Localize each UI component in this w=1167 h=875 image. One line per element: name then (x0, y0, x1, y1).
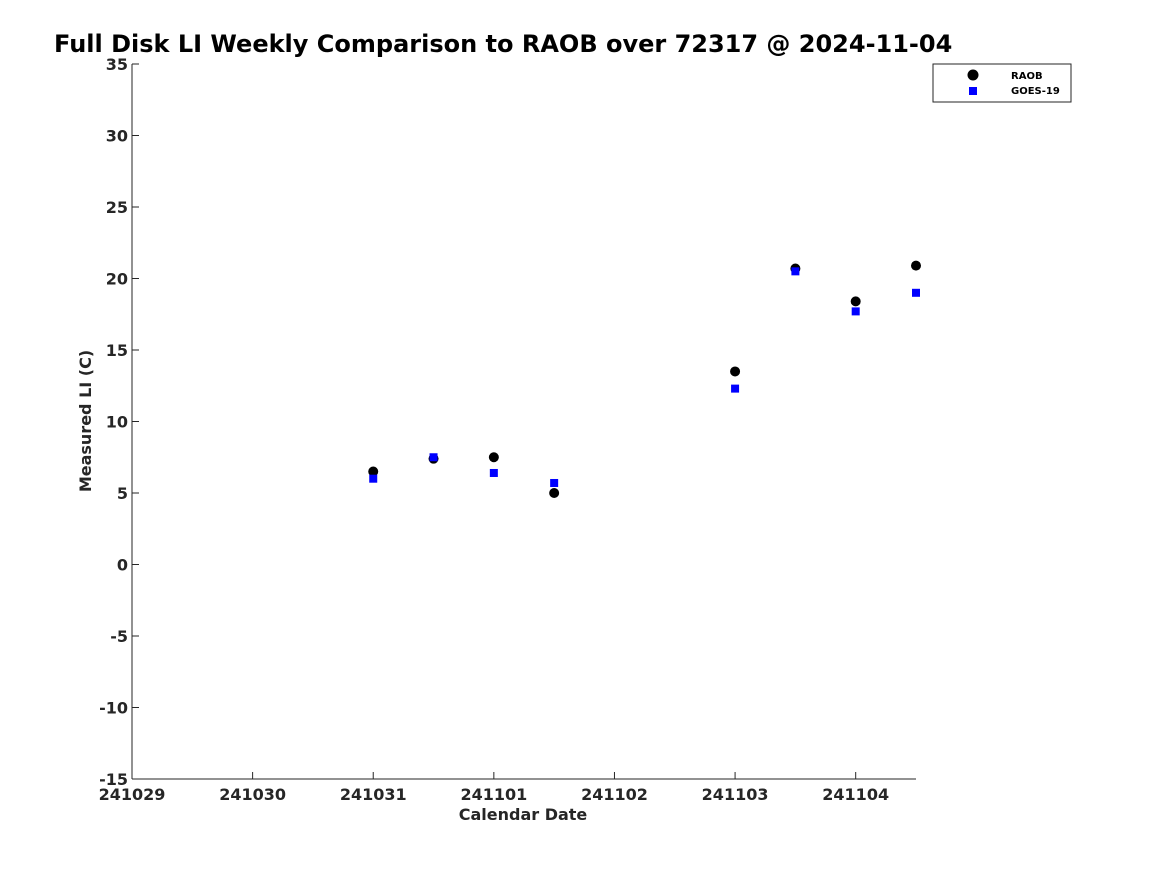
y-tick-label: 35 (106, 55, 128, 74)
y-tick-label: -5 (110, 627, 128, 646)
point-raob (368, 466, 379, 477)
x-tick-label: 241030 (219, 785, 286, 804)
x-axis-label: Calendar Date (459, 805, 588, 824)
point-goes-19 (369, 474, 378, 483)
x-tick-label: 241101 (460, 785, 527, 804)
chart-title: Full Disk LI Weekly Comparison to RAOB o… (54, 30, 952, 58)
y-tick-label: 0 (117, 556, 128, 575)
point-raob (549, 488, 560, 498)
point-goes-19 (550, 478, 559, 487)
x-tick-label: 241029 (99, 785, 166, 804)
legend-label-goes-19: GOES-19 (1011, 86, 1060, 97)
point-raob (911, 260, 921, 271)
y-axis-label: Measured LI (C) (76, 350, 95, 492)
legend-marker-raob (967, 69, 979, 81)
point-goes-19 (489, 468, 498, 477)
y-tick-label: 15 (106, 341, 128, 360)
y-tick-label: 5 (117, 484, 128, 503)
y-tick-label: 10 (106, 413, 128, 432)
legend-marker-goes-19 (969, 87, 977, 95)
point-raob (488, 452, 499, 463)
y-tick-label: 30 (106, 127, 128, 146)
point-goes-19 (912, 288, 920, 297)
legend: RAOB GOES-19 (932, 63, 1072, 103)
x-tick-label: 241031 (340, 785, 407, 804)
x-tick-label: 241104 (822, 785, 889, 804)
data-points (368, 260, 921, 498)
point-goes-19 (791, 267, 800, 276)
point-goes-19 (731, 384, 740, 393)
y-tick-label: -15 (99, 770, 128, 789)
y-tick-label: 20 (106, 270, 128, 289)
y-tick-label: -10 (99, 699, 128, 718)
x-tick-label: 241102 (581, 785, 648, 804)
legend-box (932, 63, 1072, 103)
point-raob (850, 296, 861, 307)
x-ticks: 241029 241030 241031 241101 241102 241103 2411… (99, 772, 889, 804)
x-tick-label: 241103 (702, 785, 769, 804)
y-tick-label: 25 (106, 198, 128, 217)
point-goes-19 (851, 307, 860, 316)
y-ticks: 35 30 25 20 15 10 5 0 -5 -10 -15 (99, 55, 139, 789)
legend-label-raob: RAOB (1011, 71, 1043, 82)
point-raob (730, 366, 741, 377)
point-goes-19 (429, 453, 438, 462)
